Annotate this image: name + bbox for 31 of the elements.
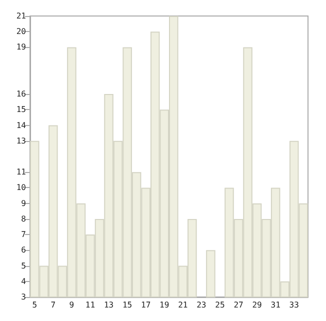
y-tick-label: 16 — [16, 90, 26, 99]
y-tick-label: 13 — [16, 136, 26, 146]
y-tick-label: 8 — [21, 214, 26, 224]
y-tick-label: 4 — [21, 276, 26, 286]
y-tick-label: 11 — [16, 168, 26, 177]
y-tick-label: 5 — [21, 261, 26, 270]
x-tick-label: 13 — [104, 300, 114, 310]
x-tick-label: 21 — [178, 300, 188, 310]
x-tick-label: 23 — [196, 300, 206, 310]
x-tick-label: 17 — [141, 300, 151, 310]
x-tick-label: 15 — [122, 300, 132, 310]
x-tick-label: 9 — [69, 300, 74, 310]
y-tick-label: 14 — [16, 120, 26, 130]
x-tick-label: 19 — [160, 300, 170, 310]
x-tick-label: 11 — [85, 300, 96, 310]
x-tick-label: 33 — [289, 300, 300, 310]
y-tick-label: 20 — [16, 27, 26, 36]
x-tick-label: 29 — [252, 300, 262, 310]
x-tick-label: 25 — [215, 300, 225, 310]
y-tick-label: 6 — [21, 246, 26, 255]
x-tick-label: 7 — [50, 300, 56, 310]
y-tick-label: 3 — [21, 292, 26, 302]
x-tick-label: 5 — [32, 300, 38, 310]
y-tick-label: 7 — [21, 230, 26, 240]
y-tick-label: 9 — [21, 198, 26, 208]
y-tick-label: 15 — [16, 105, 26, 114]
x-tick-label: 31 — [270, 300, 281, 310]
y-tick-label: 10 — [16, 183, 26, 192]
y-tick-label: 21 — [16, 12, 26, 20]
x-tick-label: 27 — [234, 300, 244, 310]
y-tick-label: 19 — [16, 42, 26, 52]
